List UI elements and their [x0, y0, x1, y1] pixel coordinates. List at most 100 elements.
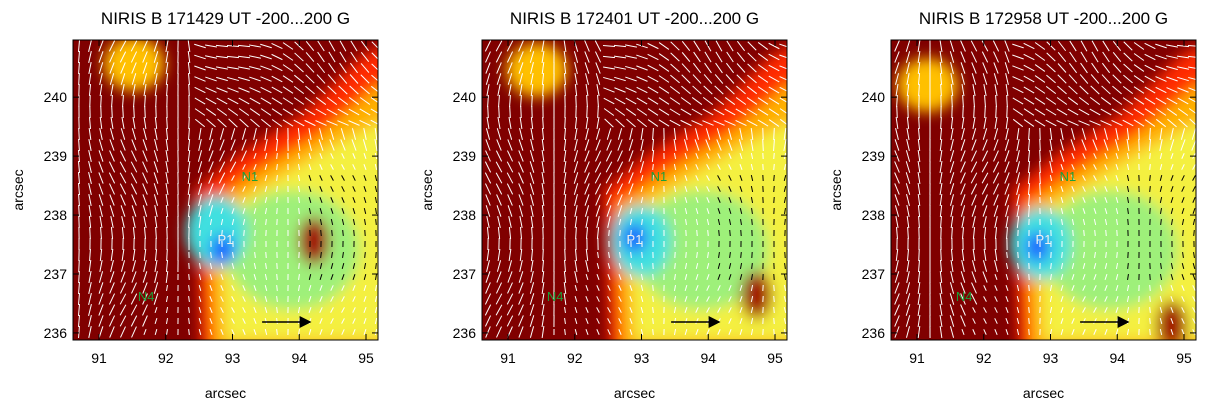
vector [166, 284, 168, 292]
vector [608, 229, 610, 237]
vector [1067, 108, 1079, 116]
x-tick-label: 93 [225, 350, 241, 366]
vector [260, 97, 272, 105]
vector [747, 74, 757, 84]
vector [736, 74, 746, 84]
vector [602, 55, 616, 59]
vector [1023, 108, 1035, 116]
vector [917, 171, 921, 185]
vector [253, 262, 257, 270]
vector [361, 40, 369, 52]
vector [618, 274, 622, 280]
vector [695, 197, 699, 203]
vector [1126, 127, 1130, 141]
vector [363, 175, 367, 181]
vector [187, 204, 191, 218]
vector [88, 271, 92, 283]
vector [498, 105, 500, 119]
vector [604, 118, 614, 128]
vector [264, 174, 268, 182]
vector [695, 175, 699, 181]
vector [374, 317, 378, 325]
vector [529, 315, 535, 327]
vector [773, 138, 775, 152]
vector [728, 262, 732, 270]
vector [154, 328, 158, 336]
vector [1094, 229, 1096, 237]
vector [308, 295, 312, 303]
vector [684, 307, 688, 313]
vector [241, 139, 247, 151]
vector [949, 150, 955, 162]
x-tick-label: 95 [767, 350, 783, 366]
vector [165, 172, 169, 184]
vector [542, 215, 544, 229]
vector [628, 161, 634, 173]
vector [194, 65, 206, 71]
vector [595, 194, 601, 206]
vector [375, 273, 377, 281]
vector [109, 73, 115, 85]
vector [960, 194, 966, 206]
vector [993, 205, 999, 217]
vector [939, 182, 943, 196]
vector [1045, 108, 1057, 116]
vector [750, 174, 754, 182]
vector [209, 273, 213, 281]
vector [484, 161, 492, 173]
vector [226, 55, 240, 59]
vector [640, 127, 644, 141]
vector [363, 296, 367, 302]
vector [1093, 164, 1097, 170]
vector [1060, 284, 1064, 292]
vector [1067, 97, 1079, 105]
vector [647, 97, 659, 105]
vector [757, 97, 769, 105]
vector [308, 207, 312, 215]
vector [728, 197, 732, 203]
region-label: N4 [547, 289, 564, 304]
vector [1155, 54, 1167, 60]
vector [757, 75, 769, 83]
vector [704, 51, 712, 63]
vector [940, 215, 942, 229]
vector [518, 51, 524, 63]
vector [1027, 160, 1031, 174]
vector [982, 139, 988, 151]
vector [1016, 284, 1020, 292]
vector [1123, 41, 1133, 51]
vector [238, 66, 250, 70]
vector [674, 262, 676, 270]
vector [1092, 128, 1098, 140]
vector [739, 284, 743, 292]
vector [1028, 306, 1030, 314]
vector [728, 207, 732, 215]
vector [1149, 317, 1151, 325]
vector [1149, 196, 1151, 204]
vector [1006, 251, 1008, 259]
vector [486, 216, 490, 228]
vector [1170, 328, 1174, 336]
vector [960, 172, 966, 184]
vector [895, 260, 899, 272]
vector [308, 163, 312, 171]
vector [1178, 118, 1188, 128]
vector [949, 40, 955, 52]
vector [1005, 128, 1009, 140]
vector [1093, 307, 1097, 313]
vector [1023, 53, 1035, 61]
vector [165, 295, 169, 303]
vector [939, 259, 943, 273]
vector [198, 205, 202, 217]
vector [669, 85, 681, 95]
vector [1115, 296, 1119, 302]
vector [939, 40, 943, 53]
vector [1115, 196, 1119, 204]
vector [640, 284, 644, 292]
vector [674, 218, 676, 226]
vector [1071, 153, 1075, 159]
vector [1170, 128, 1174, 140]
vector [905, 51, 911, 63]
vector [88, 293, 92, 305]
vector [375, 262, 377, 270]
